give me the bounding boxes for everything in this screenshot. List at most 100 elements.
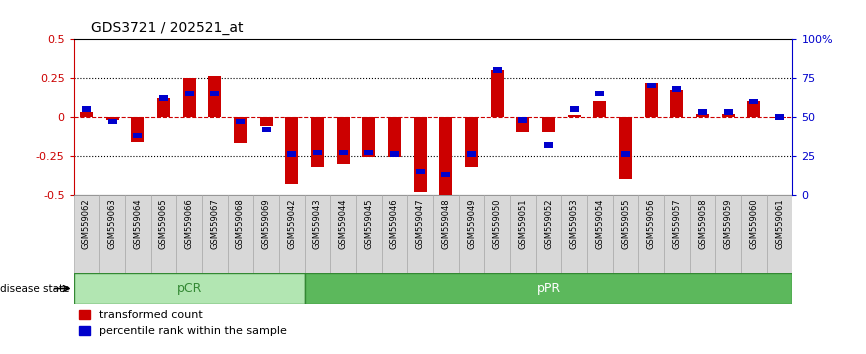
FancyBboxPatch shape <box>74 195 100 273</box>
Bar <box>568 115 580 117</box>
Text: GSM559054: GSM559054 <box>595 199 604 249</box>
Bar <box>390 152 399 157</box>
Bar <box>313 150 322 155</box>
Legend: transformed count, percentile rank within the sample: transformed count, percentile rank withi… <box>79 310 287 336</box>
Text: GSM559043: GSM559043 <box>313 199 322 249</box>
Bar <box>183 78 196 117</box>
Bar <box>672 86 682 92</box>
Bar <box>619 117 632 179</box>
Text: GSM559046: GSM559046 <box>390 199 399 249</box>
Text: GSM559057: GSM559057 <box>672 199 682 249</box>
Text: GSM559044: GSM559044 <box>339 199 347 249</box>
Text: pPR: pPR <box>536 282 560 295</box>
FancyBboxPatch shape <box>305 195 330 273</box>
Bar <box>339 150 347 155</box>
FancyBboxPatch shape <box>459 195 484 273</box>
Text: GSM559051: GSM559051 <box>519 199 527 249</box>
Text: GSM559055: GSM559055 <box>621 199 630 249</box>
Bar <box>465 117 478 167</box>
Bar <box>544 142 553 148</box>
Text: GSM559056: GSM559056 <box>647 199 656 249</box>
Text: GSM559058: GSM559058 <box>698 199 707 249</box>
Text: GSM559065: GSM559065 <box>159 199 168 249</box>
FancyBboxPatch shape <box>715 195 741 273</box>
Text: GSM559061: GSM559061 <box>775 199 784 249</box>
FancyBboxPatch shape <box>612 195 638 273</box>
FancyBboxPatch shape <box>510 195 536 273</box>
Text: GSM559066: GSM559066 <box>184 199 194 249</box>
Bar <box>773 117 786 118</box>
Bar <box>670 90 683 117</box>
Bar <box>159 96 168 101</box>
Text: GSM559042: GSM559042 <box>288 199 296 249</box>
Bar <box>337 117 350 164</box>
Bar <box>107 119 117 124</box>
Bar <box>133 133 142 138</box>
Bar <box>209 76 221 117</box>
Bar <box>749 98 759 104</box>
Bar <box>747 101 760 117</box>
Text: GSM559060: GSM559060 <box>749 199 759 249</box>
FancyBboxPatch shape <box>536 195 561 273</box>
Bar <box>260 117 273 126</box>
Bar <box>570 106 578 112</box>
FancyBboxPatch shape <box>356 195 382 273</box>
Bar <box>210 91 219 96</box>
Bar <box>696 114 709 117</box>
Text: GSM559064: GSM559064 <box>133 199 142 249</box>
Text: GSM559059: GSM559059 <box>724 199 733 249</box>
FancyBboxPatch shape <box>279 195 305 273</box>
Bar <box>388 117 401 157</box>
Bar <box>236 119 245 124</box>
Bar <box>724 109 733 115</box>
Text: GSM559062: GSM559062 <box>82 199 91 249</box>
Bar <box>467 152 476 157</box>
Bar <box>157 98 170 117</box>
FancyBboxPatch shape <box>177 195 202 273</box>
Bar <box>621 152 630 157</box>
Bar <box>311 117 324 167</box>
FancyBboxPatch shape <box>484 195 510 273</box>
Text: GSM559069: GSM559069 <box>262 199 271 249</box>
Text: GSM559052: GSM559052 <box>544 199 553 249</box>
FancyBboxPatch shape <box>664 195 689 273</box>
Bar <box>493 67 501 73</box>
Bar <box>106 117 119 120</box>
Bar <box>645 82 657 117</box>
FancyBboxPatch shape <box>151 195 177 273</box>
FancyBboxPatch shape <box>202 195 228 273</box>
Text: GSM559047: GSM559047 <box>416 199 424 249</box>
Bar <box>519 117 527 123</box>
Bar <box>234 117 247 143</box>
Bar <box>593 101 606 117</box>
FancyBboxPatch shape <box>407 195 433 273</box>
Bar <box>516 117 529 132</box>
FancyBboxPatch shape <box>330 195 356 273</box>
Bar <box>721 114 734 117</box>
Text: GSM559063: GSM559063 <box>107 199 117 249</box>
Bar <box>442 172 450 177</box>
Bar <box>132 117 145 142</box>
Bar <box>595 91 604 96</box>
FancyBboxPatch shape <box>305 273 792 304</box>
FancyBboxPatch shape <box>433 195 459 273</box>
FancyBboxPatch shape <box>766 195 792 273</box>
FancyBboxPatch shape <box>741 195 766 273</box>
FancyBboxPatch shape <box>587 195 612 273</box>
Text: GSM559050: GSM559050 <box>493 199 501 249</box>
Bar <box>288 152 296 157</box>
Bar <box>82 106 91 112</box>
Bar <box>416 169 424 174</box>
FancyBboxPatch shape <box>253 195 279 273</box>
Bar <box>414 117 427 192</box>
Bar <box>80 112 93 117</box>
Text: GSM559067: GSM559067 <box>210 199 219 249</box>
FancyBboxPatch shape <box>561 195 587 273</box>
Bar <box>491 70 504 117</box>
FancyBboxPatch shape <box>228 195 253 273</box>
FancyBboxPatch shape <box>100 195 125 273</box>
Bar <box>439 117 452 195</box>
Bar <box>542 117 555 132</box>
Text: GSM559048: GSM559048 <box>442 199 450 249</box>
Bar <box>647 83 656 88</box>
